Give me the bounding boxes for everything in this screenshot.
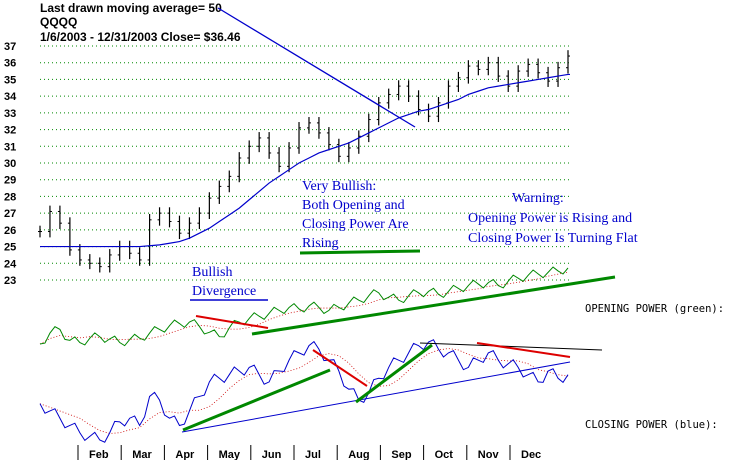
y-tick-27: 27 [4,208,16,220]
month-label-may: May [219,449,241,460]
y-tick-29: 29 [4,175,16,187]
chart-header-daterange: 1/6/2003 - 12/31/2003 Close= $36.46 [40,30,241,44]
opening-power-divergence-red-line [195,315,269,329]
y-tick-32: 32 [4,125,16,137]
month-label-feb: Feb [89,449,109,460]
y-tick-24: 24 [4,258,17,270]
ma-pointer-line [217,7,416,128]
price-bars [38,50,570,273]
closing-power-lower-trendline [181,361,571,433]
y-tick-31: 31 [4,141,16,153]
very-bullish-line1: Very Bullish: [302,179,376,194]
moving-average-line [40,73,570,248]
closing-power-upper-trendline [419,342,603,351]
month-label-jul: Jul [305,449,321,460]
closing-power-uptrend-1 [182,368,331,432]
bullish-divergence-line2: Divergence [192,284,256,299]
y-tick-36: 36 [4,58,16,70]
chart-header-line1: Last drawn moving average= 50 [40,1,222,15]
month-label-nov: Nov [478,449,500,460]
closing-power-line [39,339,569,443]
month-label-mar: Mar [132,449,152,460]
closing-power-ma-line [39,348,569,434]
closing-power-uptrend-2 [355,343,433,404]
closing-power-downtrend-1 [312,349,368,387]
bullish-divergence-line1: Bullish [192,265,232,280]
month-label-dec: Dec [521,449,541,460]
month-axis: Feb Mar Apr May Jun Jul Aug Sep Oct Nov Dec [77,445,541,460]
opening-power-ma-line [39,271,569,345]
price-gridlines [40,45,570,281]
month-label-sep: Sep [391,449,411,460]
month-label-jun: Jun [262,449,282,460]
warning-line1: Warning: [512,191,564,206]
annotation-very-bullish: Very Bullish: Both Opening and Closing P… [299,179,421,255]
opening-power-line [39,266,569,347]
y-tick-33: 33 [4,108,16,120]
very-bullish-line3: Closing Power Are [302,217,409,232]
opening-power-trendline [251,275,616,336]
chart-header-symbol: QQQQ [40,15,77,29]
month-label-oct: Oct [435,449,454,460]
y-tick-26: 26 [4,225,16,237]
warning-line2: Opening Power is Rising and [468,211,632,226]
opening-power-label: OPENING POWER (green): [585,303,724,315]
very-bullish-underline [299,249,421,255]
y-tick-35: 35 [4,74,16,86]
warning-line3: Closing Power Is Turning Flat [468,231,638,246]
closing-power-downtrend-2 [476,342,571,358]
month-label-aug: Aug [348,449,369,460]
month-label-apr: Apr [175,449,195,460]
very-bullish-line4: Rising [302,236,339,251]
y-tick-28: 28 [4,191,16,203]
very-bullish-line2: Both Opening and [302,198,405,213]
y-tick-23: 23 [4,275,16,287]
y-tick-34: 34 [4,91,17,103]
annotation-bullish-divergence: Bullish Divergence [190,265,268,301]
y-tick-30: 30 [4,158,16,170]
annotation-warning: Warning: Opening Power is Rising and Clo… [468,191,638,246]
price-y-tick-labels: 37 36 35 34 33 32 31 30 29 28 27 26 25 24 23 [4,41,17,287]
y-tick-25: 25 [4,242,16,254]
closing-power-label: CLOSING POWER (blue): [585,419,718,431]
y-tick-37: 37 [4,41,16,53]
